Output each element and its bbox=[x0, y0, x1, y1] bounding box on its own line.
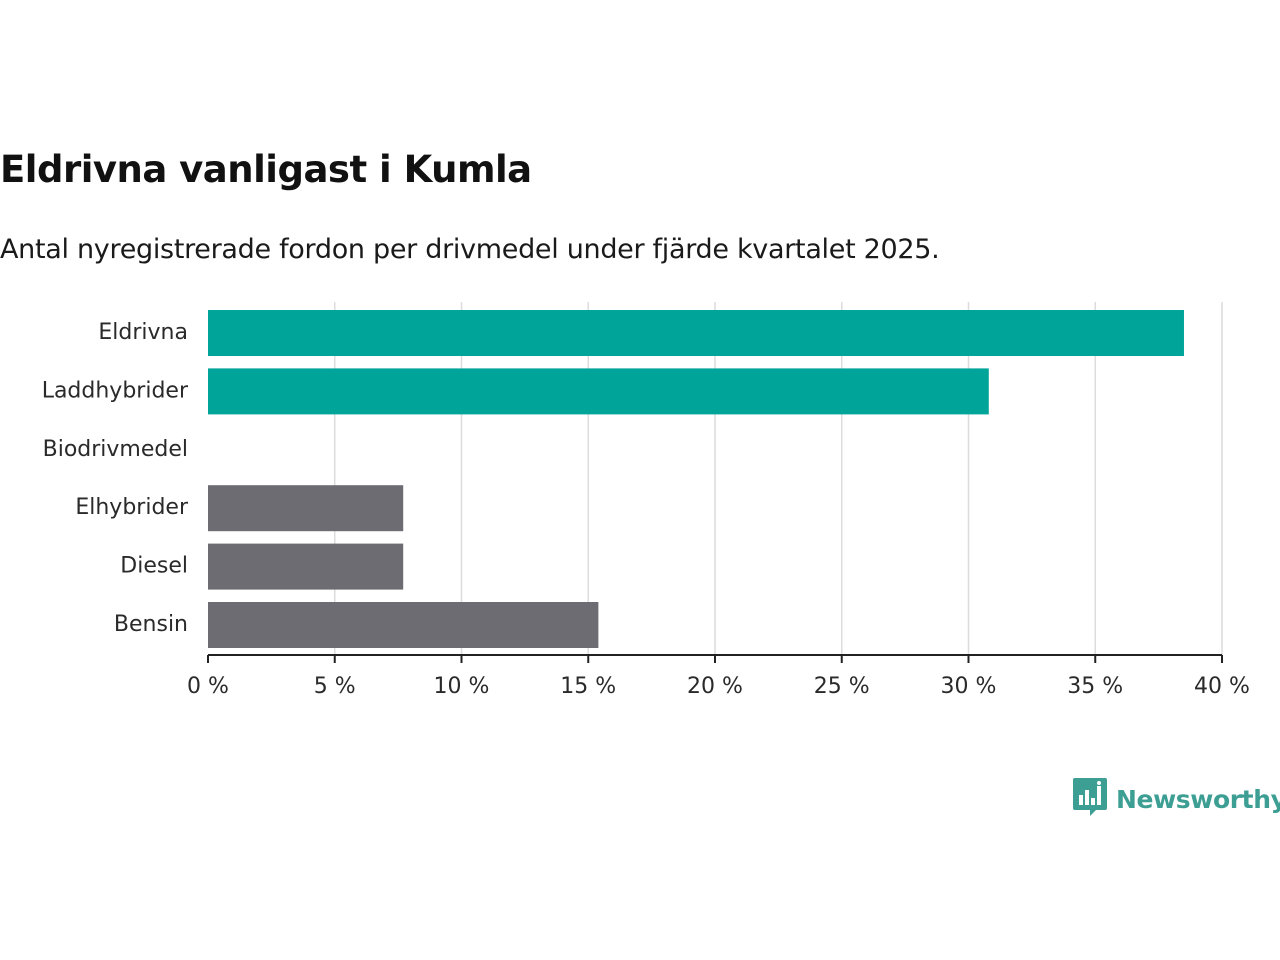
chart-subtitle: Antal nyregistrerade fordon per drivmede… bbox=[0, 234, 940, 265]
category-label: Laddhybrider bbox=[42, 378, 189, 403]
x-tick-label: 30 % bbox=[941, 674, 997, 699]
x-tick-label: 25 % bbox=[814, 674, 870, 699]
newsworthy-chart-bubble-icon bbox=[1072, 776, 1108, 822]
x-tick-label: 20 % bbox=[687, 674, 743, 699]
newsworthy-logo: Newsworthy bbox=[1072, 776, 1280, 822]
x-tick-label: 15 % bbox=[560, 674, 616, 699]
x-tick-label: 10 % bbox=[434, 674, 490, 699]
category-label: Diesel bbox=[120, 554, 188, 579]
bar-chart: Eldrivna Laddhybrider Biodrivmedel Elhybrid… bbox=[42, 302, 1250, 699]
newsworthy-wordmark: Newsworthy bbox=[1116, 784, 1280, 814]
gridlines bbox=[334, 302, 1223, 655]
x-tick-label: 40 % bbox=[1194, 674, 1250, 699]
category-label: Elhybrider bbox=[75, 495, 189, 520]
x-tick-label: 0 % bbox=[187, 674, 229, 699]
bar-bensin bbox=[208, 602, 599, 648]
x-axis-ticks: 0 % 5 % 10 % 15 % 20 % 25 % 30 % 35 % 40 % bbox=[187, 655, 1250, 699]
category-label: Biodrivmedel bbox=[43, 437, 188, 462]
category-labels: Eldrivna Laddhybrider Biodrivmedel Elhybrid… bbox=[42, 320, 189, 637]
x-tick-label: 35 % bbox=[1067, 674, 1123, 699]
bar-diesel bbox=[208, 543, 404, 590]
bar-elhybrider bbox=[208, 485, 404, 532]
chart-title: Eldrivna vanligast i Kumla bbox=[0, 148, 532, 191]
bars bbox=[208, 310, 1184, 648]
x-tick-label: 5 % bbox=[314, 674, 356, 699]
category-label: Eldrivna bbox=[98, 320, 188, 345]
bar-laddhybrider bbox=[208, 368, 989, 415]
bar-eldrivna bbox=[208, 310, 1184, 356]
category-label: Bensin bbox=[114, 612, 188, 637]
